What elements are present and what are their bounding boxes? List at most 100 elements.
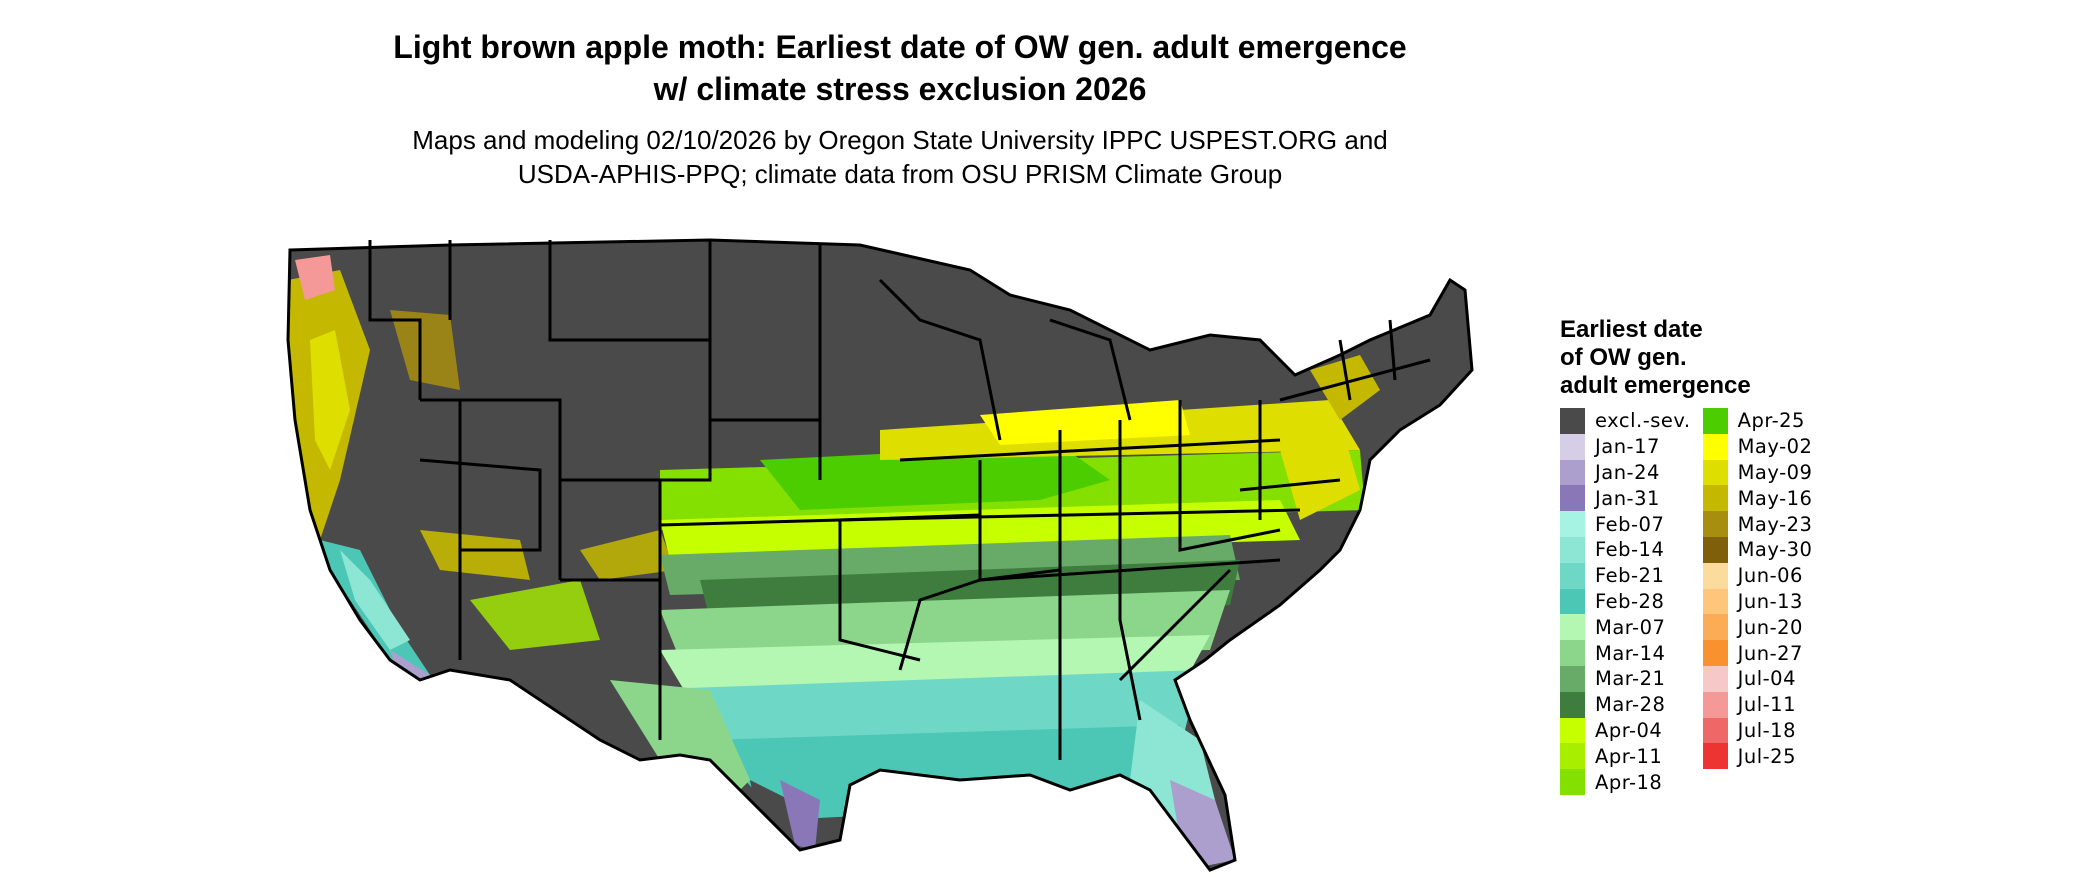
legend-item: Feb-14 (1560, 536, 1691, 563)
title-line-1: Light brown apple moth: Earliest date of… (393, 29, 1407, 65)
legend-title-line: Earliest date (1560, 316, 1703, 343)
legend-label: May-02 (1737, 435, 1813, 459)
legend-label: Jul-25 (1737, 744, 1796, 768)
legend-swatch (1702, 665, 1728, 692)
legend-item: May-30 (1702, 536, 1813, 563)
legend-item: Jan-24 (1560, 459, 1691, 486)
legend-swatch (1702, 433, 1728, 460)
legend-item: excl.-sev. (1560, 408, 1691, 434)
legend-item: Jul-18 (1702, 717, 1813, 744)
legend-item: Jun-27 (1702, 640, 1813, 666)
legend-swatch (1560, 588, 1585, 615)
legend-label: Jun-13 (1737, 589, 1803, 613)
legend-label: Jul-04 (1737, 667, 1796, 691)
legend-swatch (1560, 511, 1585, 537)
legend-label: Mar-14 (1595, 641, 1666, 665)
legend-label: Feb-21 (1595, 564, 1665, 588)
legend-label: May-30 (1737, 538, 1813, 562)
legend-label: May-16 (1737, 486, 1813, 510)
legend-swatch (1560, 459, 1585, 486)
legend-swatch (1702, 743, 1728, 770)
legend-item: Jul-04 (1702, 665, 1813, 692)
legend-swatch (1560, 536, 1585, 563)
legend-item: Jan-17 (1560, 433, 1691, 460)
legend-item: Mar-28 (1560, 691, 1691, 718)
legend-swatch (1702, 640, 1728, 666)
legend-label: Jul-11 (1737, 693, 1796, 717)
legend-item: Feb-21 (1560, 562, 1691, 589)
legend-item: Mar-07 (1560, 614, 1691, 641)
legend-swatch (1560, 485, 1585, 512)
legend-label: Apr-25 (1737, 409, 1805, 433)
legend-item: Mar-21 (1560, 665, 1691, 692)
legend-label: Mar-07 (1595, 615, 1666, 639)
subtitle-line-2: USDA-APHIS-PPQ; climate data from OSU PR… (517, 159, 1283, 189)
legend-item: May-23 (1702, 511, 1813, 537)
legend-item: Apr-25 (1702, 408, 1813, 434)
title-line-2: w/ climate stress exclusion 2026 (653, 71, 1147, 107)
legend-item: Apr-18 (1560, 769, 1691, 795)
legend-item: May-16 (1702, 485, 1813, 512)
legend-label: Mar-28 (1595, 693, 1666, 717)
legend-item: Apr-11 (1560, 743, 1691, 770)
legend-item: Jun-20 (1702, 614, 1813, 641)
legend-label: Apr-04 (1595, 718, 1663, 742)
legend-swatch (1560, 614, 1585, 641)
legend-title: Earliest date of OW gen. adult emergence (1560, 316, 1812, 400)
legend-item: May-02 (1702, 433, 1813, 460)
legend-label: Feb-07 (1595, 512, 1665, 536)
legend-swatch (1702, 511, 1728, 537)
map-legend: Earliest date of OW gen. adult emergence… (1560, 316, 1812, 795)
legend-label: Mar-21 (1595, 667, 1666, 691)
map-subtitle: Maps and modeling 02/10/2026 by Oregon S… (0, 123, 1800, 191)
legend-swatch (1702, 536, 1728, 563)
legend-label: May-09 (1737, 460, 1813, 484)
legend-swatch (1702, 459, 1728, 486)
legend-swatch (1560, 717, 1585, 744)
map-title: Light brown apple moth: Earliest date of… (0, 26, 1800, 110)
legend-swatch (1560, 562, 1585, 589)
legend-label: Jan-17 (1595, 435, 1660, 459)
legend-swatch (1702, 588, 1728, 615)
legend-label: Apr-18 (1595, 770, 1663, 794)
legend-item: Jun-13 (1702, 588, 1813, 615)
legend-swatch (1560, 640, 1585, 666)
legend-item: Apr-04 (1560, 717, 1691, 744)
legend-label: Jun-06 (1737, 564, 1803, 588)
legend-column-right: Apr-25 May-02 May-09 May-16 May-23 May-30 Jun-… (1702, 408, 1813, 795)
legend-swatch (1560, 769, 1585, 795)
legend-swatch (1702, 691, 1728, 718)
legend-label: Feb-14 (1595, 538, 1665, 562)
legend-item: Jul-25 (1702, 743, 1813, 770)
legend-label: Feb-28 (1595, 589, 1665, 613)
legend-swatch (1560, 691, 1585, 718)
legend-column-left: excl.-sev. Jan-17 Jan-24 Jan-31 Feb-07 Feb-14… (1560, 408, 1691, 795)
legend-label: Jun-27 (1737, 641, 1803, 665)
legend-swatch (1702, 408, 1728, 434)
legend-swatch (1560, 408, 1585, 434)
legend-label: Jan-31 (1595, 486, 1660, 510)
legend-label: Apr-11 (1595, 744, 1663, 768)
legend-swatch (1560, 665, 1585, 692)
legend-swatch (1702, 614, 1728, 641)
legend-item: Mar-14 (1560, 640, 1691, 666)
legend-item: Feb-28 (1560, 588, 1691, 615)
legend-item: Feb-07 (1560, 511, 1691, 537)
legend-item: Jul-11 (1702, 691, 1813, 718)
legend-label: Jul-18 (1737, 718, 1796, 742)
us-emergence-map (286, 238, 1474, 872)
legend-item: May-09 (1702, 459, 1813, 486)
legend-title-line: adult emergence (1560, 372, 1751, 399)
legend-item: Jan-31 (1560, 485, 1691, 512)
legend-label: Jan-24 (1595, 460, 1660, 484)
legend-swatch (1702, 485, 1728, 512)
legend-swatch (1560, 433, 1585, 460)
legend-swatch (1560, 743, 1585, 770)
legend-title-line: of OW gen. (1560, 344, 1687, 371)
legend-label: May-23 (1737, 512, 1813, 536)
legend-item: Jun-06 (1702, 562, 1813, 589)
legend-swatch (1702, 717, 1728, 744)
legend-swatch (1702, 562, 1728, 589)
legend-label: excl.-sev. (1595, 409, 1691, 433)
subtitle-line-1: Maps and modeling 02/10/2026 by Oregon S… (412, 125, 1388, 155)
